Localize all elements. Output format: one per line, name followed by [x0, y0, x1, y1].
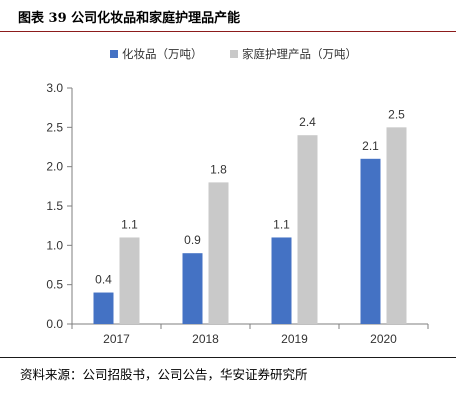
data-label: 1.8 [210, 162, 227, 176]
y-tick-label: 3.0 [46, 81, 63, 95]
figure-title: 图表 39 公司化妆品和家庭护理品产能 [18, 11, 241, 26]
y-tick-label: 2.0 [46, 160, 63, 174]
axes: 0.0 0.5 1.0 1.5 2.0 2.5 3.0 2017 2018 2019 2020 [46, 81, 429, 346]
data-label: 0.9 [184, 233, 201, 247]
bar-home-care [119, 237, 140, 324]
legend-label: 家庭护理产品（万吨） [242, 47, 357, 61]
title-rule [0, 31, 456, 32]
legend-swatch [110, 50, 118, 58]
y-tick-label: 2.5 [46, 120, 63, 134]
bar-home-care [386, 127, 407, 324]
bar-home-care [297, 135, 318, 324]
bar-cosmetics [360, 158, 381, 324]
x-tick-label: 2017 [103, 332, 130, 346]
y-tick-label: 1.0 [46, 238, 63, 252]
data-label: 2.5 [388, 107, 405, 121]
data-label: 2.4 [299, 115, 316, 129]
legend-swatch [230, 50, 238, 58]
y-tick-label: 1.5 [46, 199, 63, 213]
data-label: 0.4 [95, 273, 112, 287]
data-label: 1.1 [121, 217, 138, 231]
data-label: 2.1 [362, 139, 379, 153]
legend-label: 化妆品（万吨） [122, 47, 203, 61]
x-tick-label: 2019 [281, 332, 308, 346]
bar-cosmetics [182, 253, 203, 324]
bar-home-care [208, 182, 229, 324]
bars [93, 127, 407, 324]
value-labels: 0.4 0.9 1.1 2.1 1.1 1.8 2.4 2.5 [95, 107, 405, 286]
y-tick-label: 0.0 [46, 317, 63, 331]
source-rule [0, 357, 456, 358]
bar-chart: 化妆品（万吨） 家庭护理产品（万吨） 0.0 0.5 1.0 1.5 2.0 2.5 3.0 2… [46, 47, 429, 346]
bar-cosmetics [93, 292, 114, 324]
x-tick-label: 2018 [192, 332, 219, 346]
data-label: 1.1 [273, 217, 290, 231]
source-note: 资料来源：公司招股书，公司公告，华安证券研究所 [20, 367, 308, 382]
y-tick-label: 0.5 [46, 278, 63, 292]
legend: 化妆品（万吨） 家庭护理产品（万吨） [110, 47, 357, 61]
bar-cosmetics [271, 237, 292, 324]
x-tick-label: 2020 [370, 332, 397, 346]
